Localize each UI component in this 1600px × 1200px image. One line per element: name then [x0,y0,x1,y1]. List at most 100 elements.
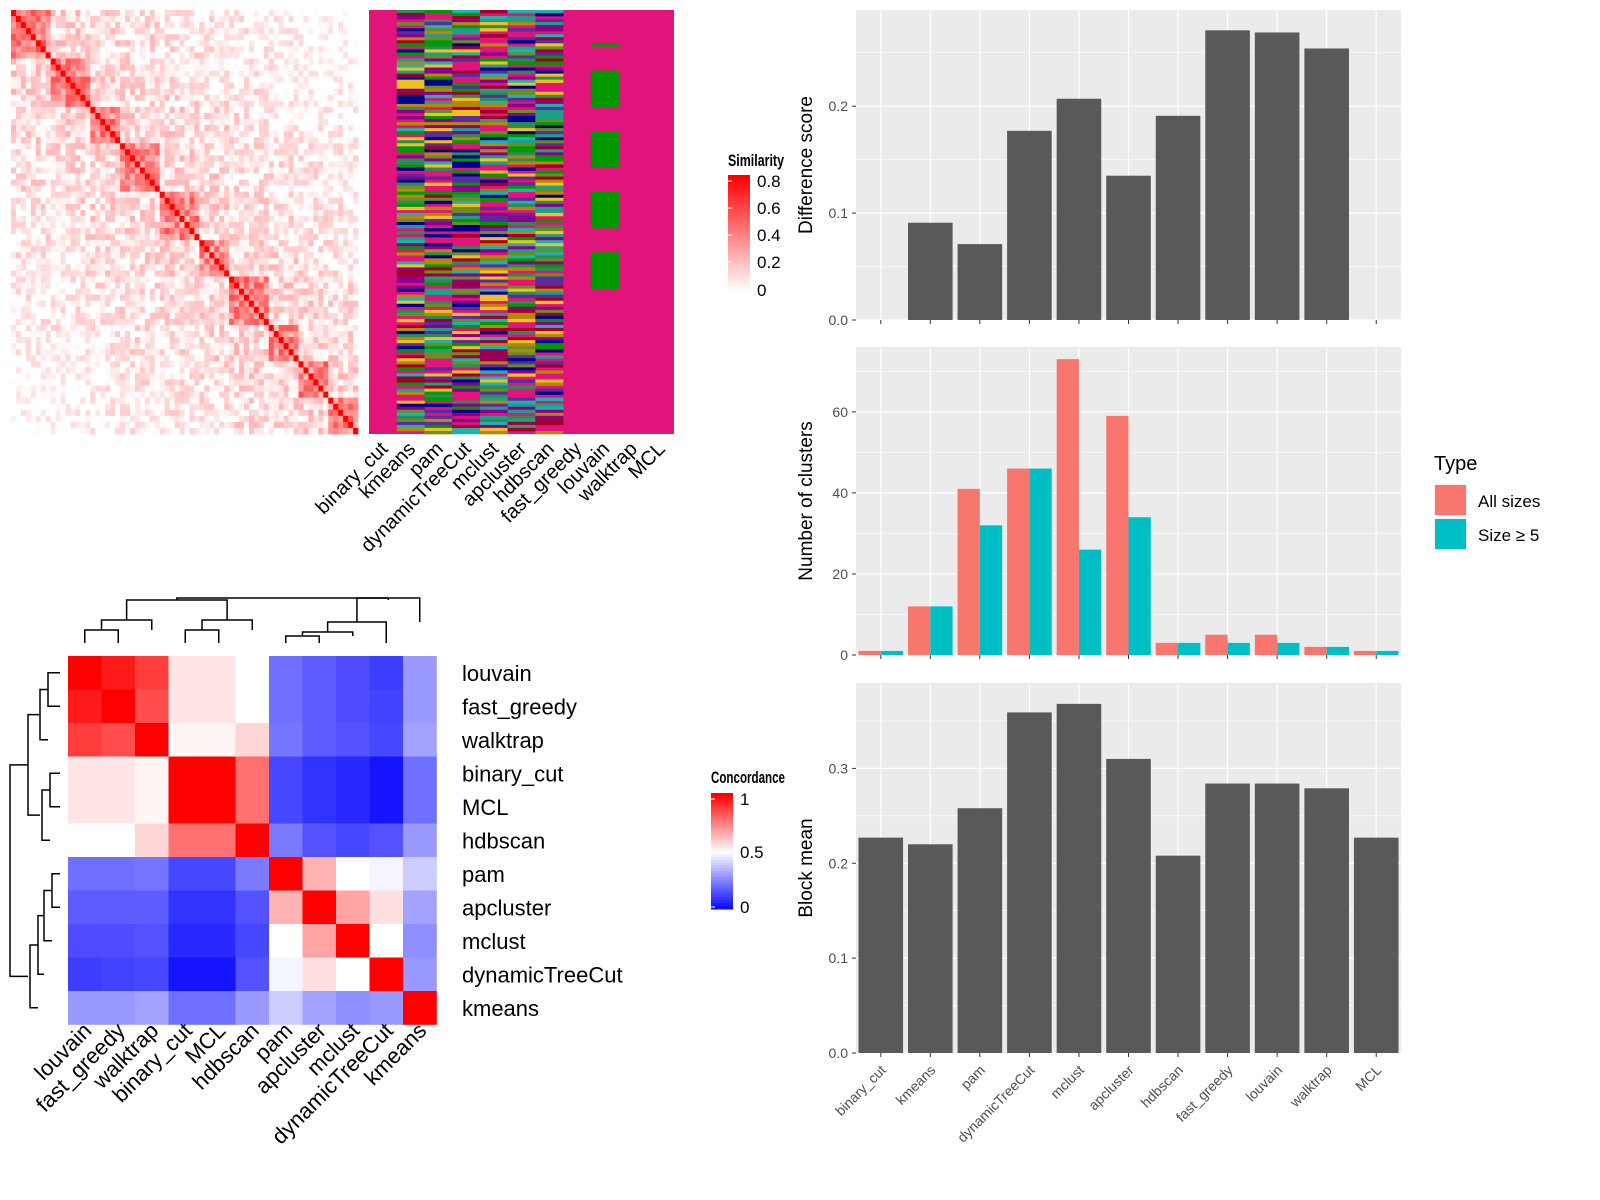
similarity-cell [328,131,334,138]
similarity-cell [70,10,76,17]
similarity-cell [214,197,220,205]
similarity-cell [353,331,359,338]
similarity-cell [308,179,314,187]
similarity-cell [125,367,131,374]
similarity-cell [144,209,151,217]
similarity-cell [318,391,324,399]
similarity-cell [268,270,275,277]
similarity-cell [239,276,245,283]
similarity-cell [55,397,61,405]
similarity-cell [149,234,156,241]
similarity-cell [338,391,344,399]
similarity-cell [338,119,344,126]
similarity-cell [209,222,215,229]
similarity-cell [338,149,344,156]
similarity-cell [248,209,255,217]
similarity-cell [70,258,76,265]
similarity-cell [323,294,329,302]
similarity-cell [229,191,235,199]
similarity-cell [194,106,200,114]
similarity-cell [169,367,175,374]
similarity-cell [164,421,171,429]
similarity-cell [75,88,81,96]
similarity-cell [120,149,126,156]
similarity-cell [313,179,319,187]
similarity-cell [25,288,32,296]
similarity-cell [40,76,47,84]
similarity-cell [278,40,285,47]
similarity-cell [273,264,280,271]
similarity-cell [179,240,185,247]
similarity-cell [40,58,47,65]
similarity-cell [149,379,156,386]
similarity-cell [60,331,66,338]
similarity-cell [333,94,339,102]
similarity-cell [169,161,175,168]
similarity-cell [115,228,121,235]
similarity-cell [179,112,185,120]
similarity-cell [149,179,156,187]
similarity-cell [239,379,245,386]
similarity-cell [105,288,111,296]
similarity-cell [214,421,220,429]
similarity-cell [328,409,334,417]
similarity-cell [154,264,161,271]
similarity-cell [333,361,339,368]
similarity-cell [35,112,42,120]
similarity-cell [125,76,131,84]
similarity-cell [45,94,52,102]
similarity-cell [243,22,250,29]
similarity-cell [343,294,349,302]
similarity-cell [184,100,190,108]
similarity-cell [35,222,42,229]
similarity-cell [50,46,57,53]
similarity-cell [85,88,91,96]
similarity-cell [35,288,42,296]
membership-cell [396,155,425,159]
similarity-cell [263,331,270,338]
similarity-cell [184,276,190,283]
similarity-cell [75,403,81,411]
similarity-cell [134,173,141,180]
similarity-cell [40,409,47,417]
similarity-cell [338,185,344,193]
similarity-cell [159,361,166,368]
similarity-cell [268,203,275,211]
similarity-cell [134,191,141,199]
similarity-cell [159,415,166,423]
similarity-cell [219,331,225,338]
similarity-cell [258,16,265,23]
similarity-cell [333,355,339,362]
similarity-cell [333,234,339,241]
similarity-cell [25,203,32,211]
similarity-cell [273,203,280,211]
membership-cell [396,218,425,223]
similarity-cell [11,88,17,96]
similarity-cell [105,28,111,35]
similarity-cell [25,185,32,193]
similarity-cell [25,409,32,417]
similarity-cell [184,397,190,405]
similarity-cell [120,167,126,174]
similarity-cell [65,82,71,90]
similarity-cell [248,173,255,180]
similarity-cell [110,94,116,102]
similarity-cell [115,324,121,332]
similarity-cell [134,16,141,23]
similarity-cell [219,125,225,132]
similarity-cell [283,312,289,320]
similarity-cell [338,215,344,223]
similarity-cell [328,264,334,271]
similarity-cell [134,300,141,308]
similarity-cell [318,264,324,271]
similarity-cell [134,185,141,193]
similarity-cell [229,137,235,144]
similarity-cell [45,46,52,53]
similarity-cell [95,58,101,65]
similarity-cell [308,197,314,205]
similarity-cell [164,270,171,277]
similarity-cell [234,197,240,205]
similarity-cell [30,22,37,29]
similarity-cell [313,106,319,114]
similarity-cell [179,337,185,344]
